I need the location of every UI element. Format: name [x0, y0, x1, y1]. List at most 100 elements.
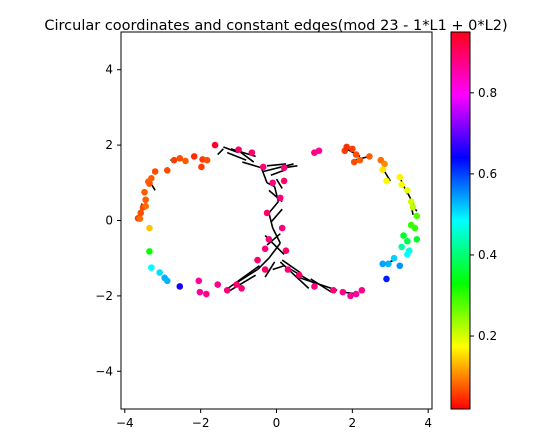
data-point: [145, 178, 152, 185]
data-point: [349, 145, 356, 153]
edge-line: [242, 161, 262, 169]
data-point: [352, 151, 360, 158]
data-point: [261, 266, 269, 273]
data-point: [176, 154, 184, 162]
edge-line: [260, 167, 268, 184]
data-point: [352, 290, 360, 298]
data-point: [263, 209, 271, 217]
y-tick-label: 4: [105, 63, 113, 77]
data-point: [383, 177, 390, 185]
data-point: [146, 224, 153, 232]
data-point: [315, 147, 323, 155]
edge-line: [263, 163, 294, 173]
data-point: [339, 288, 347, 296]
data-point: [170, 156, 178, 164]
data-point: [211, 141, 219, 149]
data-point: [330, 286, 337, 294]
edge-line: [264, 261, 276, 278]
x-tick-label: 0: [273, 416, 281, 430]
y-tick-label: 2: [105, 138, 113, 152]
colorbar-tick-label: 0.8: [478, 86, 497, 100]
data-point: [350, 158, 358, 166]
data-point: [413, 236, 421, 243]
data-point: [407, 198, 415, 205]
colorbar-gradient: [450, 31, 471, 410]
data-point: [190, 153, 198, 160]
points-layer: [134, 141, 421, 300]
data-point: [379, 260, 386, 268]
edge-line: [266, 163, 287, 167]
chart-title: Circular coordinates and constant edges(…: [44, 18, 507, 34]
colorbar: 0.2 0.4 0.6 0.8: [450, 31, 497, 410]
data-point: [358, 286, 366, 294]
data-point: [282, 247, 290, 254]
colorbar-ticks: 0.2 0.4 0.6 0.8: [470, 86, 497, 343]
colorbar-tick-label: 0.6: [478, 167, 497, 181]
data-point: [396, 262, 404, 270]
data-point: [404, 237, 411, 245]
data-point: [203, 290, 210, 298]
x-tick-label: −4: [116, 416, 134, 430]
edge-line: [217, 148, 224, 156]
data-point: [409, 204, 417, 211]
data-point: [396, 173, 404, 181]
data-point: [156, 269, 163, 276]
y-tick-label: −2: [95, 289, 113, 303]
edge-line: [275, 178, 283, 189]
data-point: [196, 288, 204, 296]
data-point: [142, 202, 149, 210]
data-point: [254, 256, 261, 264]
data-point: [163, 277, 171, 285]
data-point: [398, 243, 405, 251]
data-point: [381, 160, 388, 168]
data-point: [146, 248, 153, 255]
data-point: [295, 271, 303, 279]
edge-line: [226, 274, 257, 293]
data-point: [404, 251, 411, 258]
data-point: [148, 264, 155, 271]
edge-line: [271, 227, 282, 244]
data-point: [136, 215, 144, 222]
data-point: [259, 163, 267, 171]
data-point: [398, 181, 405, 188]
edge-line: [268, 201, 280, 214]
data-point: [413, 212, 421, 220]
edge-line: [256, 257, 270, 271]
x-axis: −4 −2 0 2 4: [116, 409, 432, 430]
data-point: [182, 157, 189, 165]
edge-line: [270, 208, 283, 223]
colorbar-tick-label: 0.2: [478, 329, 497, 343]
data-point: [284, 266, 292, 273]
x-tick-label: 4: [424, 416, 432, 430]
y-tick-label: 0: [105, 214, 113, 228]
edge-line: [268, 242, 281, 259]
data-point: [235, 146, 242, 153]
data-point: [280, 164, 288, 172]
data-point: [151, 168, 159, 175]
data-point: [311, 283, 318, 290]
data-point: [411, 224, 419, 232]
data-point: [385, 260, 392, 268]
edge-line: [266, 233, 281, 246]
data-point: [163, 167, 171, 174]
data-point: [343, 143, 350, 151]
data-point: [176, 283, 184, 290]
edge-line: [272, 264, 285, 271]
data-point: [261, 245, 269, 253]
data-point: [195, 277, 203, 285]
data-point: [379, 166, 386, 173]
data-point: [137, 209, 145, 217]
data-point: [276, 194, 284, 202]
data-point: [238, 285, 245, 292]
plot-frame: [121, 32, 432, 409]
data-point: [223, 286, 231, 294]
data-point: [203, 156, 211, 164]
data-point: [347, 292, 354, 300]
plot-area: [120, 31, 433, 410]
data-point: [198, 163, 205, 171]
edge-line: [224, 265, 260, 291]
data-point: [141, 188, 148, 196]
data-point: [265, 236, 273, 243]
data-point: [233, 281, 240, 288]
